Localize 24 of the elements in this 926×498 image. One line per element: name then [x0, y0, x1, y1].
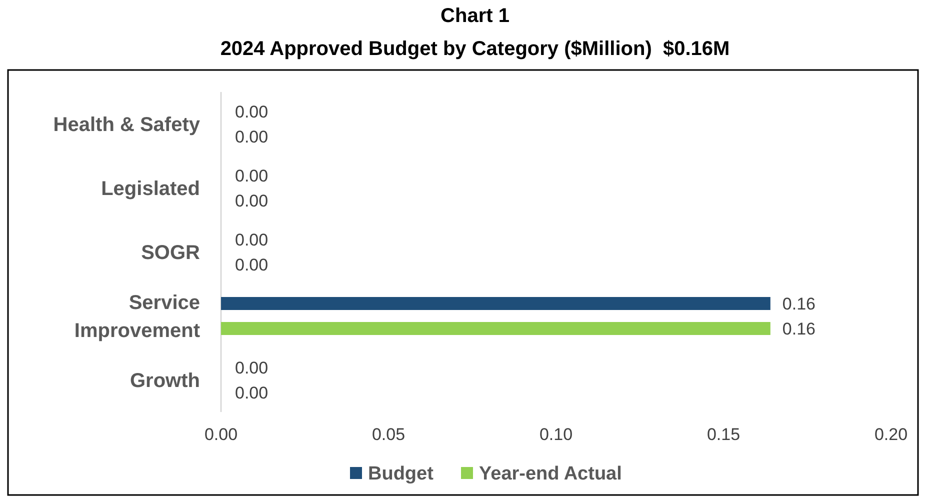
data-label: 0.00: [235, 127, 268, 146]
y-tick-label: Growth: [130, 370, 200, 392]
x-tick-label: 0.05: [372, 425, 406, 444]
y-tick-label: Legislated: [101, 178, 200, 200]
legend-label: Budget: [368, 464, 434, 485]
data-label: 0.00: [235, 230, 268, 250]
x-tick-label: 0.00: [204, 425, 238, 444]
x-tick-label: 0.20: [874, 425, 908, 444]
y-tick-label: SOGR: [141, 242, 201, 264]
y-tick-label: Service Improvement: [74, 292, 200, 342]
x-tick-label: 0.15: [706, 425, 740, 444]
chart-title: Chart 1: [440, 5, 510, 27]
data-label: 0.00: [235, 383, 268, 402]
data-label: 0.00: [235, 191, 268, 210]
data-label: 0.00: [235, 255, 268, 274]
data-label: 0.16: [782, 319, 816, 338]
data-label: 0.00: [235, 358, 268, 378]
legend-label: Year-end Actual: [479, 464, 622, 485]
data-label: 0.16: [782, 294, 816, 314]
data-label: 0.00: [235, 102, 268, 122]
y-tick-label: Health & Safety: [53, 114, 201, 136]
data-label: 0.00: [235, 166, 268, 186]
x-tick-label: 0.10: [539, 425, 573, 444]
chart-subtitle: 2024 Approved Budget by Category ($Million) $0.16M: [220, 38, 730, 60]
